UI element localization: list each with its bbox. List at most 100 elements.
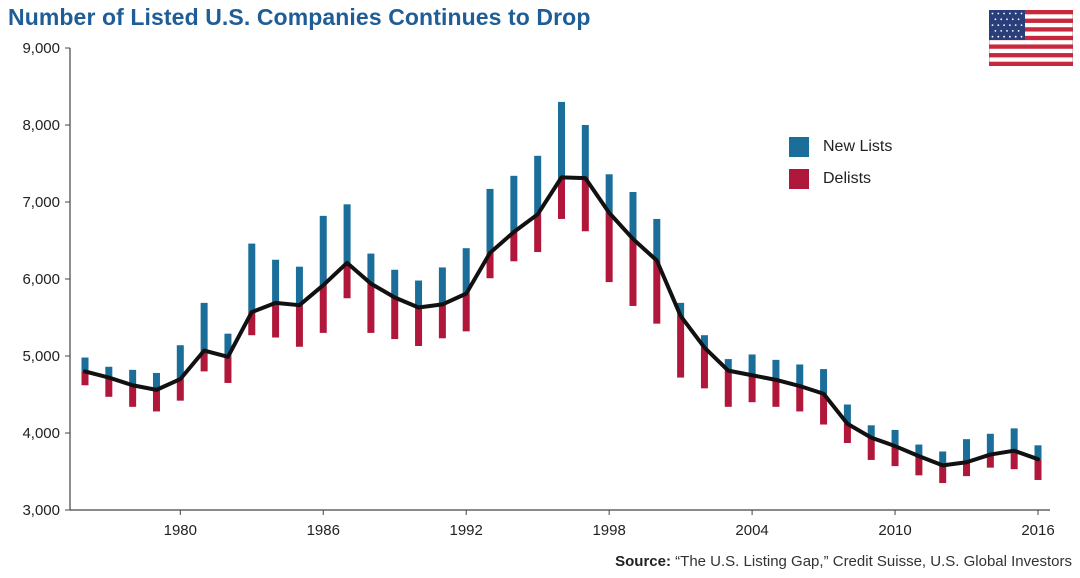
new-lists-bar <box>391 269 399 298</box>
new-lists-bar <box>176 345 184 380</box>
new-lists-bar <box>939 451 947 466</box>
delists-bar <box>629 238 637 306</box>
delists-bar <box>105 377 113 397</box>
new-lists-bar <box>343 204 351 263</box>
legend-item-delists: Delists <box>789 163 892 195</box>
new-lists-bar <box>915 444 923 457</box>
delists-bar <box>176 379 184 401</box>
source-label: Source: <box>615 553 671 570</box>
delists-bar <box>152 389 160 412</box>
delists-bar <box>748 375 756 403</box>
new-lists-bar <box>438 267 446 305</box>
delists-bar <box>462 293 470 332</box>
delists-bar <box>700 347 708 389</box>
new-lists-bar <box>867 425 875 438</box>
new-lists-bar <box>200 302 208 351</box>
new-lists-bar <box>486 188 494 253</box>
delists-bar <box>1010 450 1018 470</box>
new-lists-bar <box>534 155 542 215</box>
delists-bar <box>605 212 613 283</box>
new-lists-bar <box>319 215 327 286</box>
x-tick-label: 1986 <box>307 522 340 539</box>
y-tick-label: 4,000 <box>22 425 60 442</box>
delists-bar <box>963 462 971 477</box>
listed-companies-line <box>83 175 1040 468</box>
delists-bar <box>986 454 994 468</box>
delists-bar <box>295 305 303 347</box>
delists-bar <box>843 423 851 444</box>
new-lists-bar <box>629 191 637 239</box>
delists-bar <box>724 370 732 407</box>
y-tick-label: 5,000 <box>22 348 60 365</box>
delists-bar <box>415 307 423 346</box>
delists-bar <box>891 446 899 467</box>
delists-swatch <box>789 169 809 189</box>
listed-companies-polyline <box>83 175 1040 468</box>
new-lists-bar <box>272 259 280 303</box>
new-lists-bar <box>462 248 470 294</box>
new-lists-bar <box>295 266 303 306</box>
new-lists-bar <box>677 302 685 316</box>
legend-item-new-lists: New Lists <box>789 131 892 163</box>
new-lists-bar <box>700 335 708 348</box>
legend-label-new-lists: New Lists <box>823 138 893 155</box>
delists-bar <box>272 302 280 338</box>
us-flag-icon <box>989 10 1073 66</box>
delists-bar <box>796 386 804 412</box>
x-tick-label: 2004 <box>735 522 768 539</box>
new-lists-bar <box>820 369 828 394</box>
delists-bar <box>367 283 375 333</box>
delists-bar <box>867 437 875 460</box>
new-lists-bar <box>367 253 375 284</box>
delists-bar <box>81 371 89 386</box>
y-axis-ticks: 3,000 4,000 5,000 6,000 7,000 8,000 9,000 <box>22 40 70 519</box>
delists-bar <box>534 214 542 253</box>
delists-bar <box>677 315 685 378</box>
new-lists-bar <box>963 439 971 463</box>
new-lists-bar <box>796 364 804 387</box>
source-text: “The U.S. Listing Gap,” Credit Suisse, U… <box>675 553 1072 570</box>
new-lists-swatch <box>789 137 809 157</box>
delists-bar <box>558 177 565 219</box>
delists-bar <box>438 304 446 339</box>
delists-bar <box>510 232 518 262</box>
delists-bar <box>915 456 923 476</box>
new-lists-bar <box>224 333 232 357</box>
x-tick-label: 1992 <box>450 522 483 539</box>
new-lists-bar <box>1034 445 1042 460</box>
new-lists-bar <box>558 101 565 178</box>
delists-bar <box>820 393 828 425</box>
y-tick-label: 6,000 <box>22 271 60 288</box>
delists-bar <box>486 252 494 279</box>
new-lists-bar <box>891 429 899 447</box>
delists-bar <box>343 262 351 299</box>
delists-bar <box>200 350 208 372</box>
new-lists-bar <box>724 359 732 371</box>
y-tick-label: 9,000 <box>22 40 60 57</box>
y-tick-label: 8,000 <box>22 117 60 134</box>
new-lists-bar <box>772 359 780 380</box>
new-lists-bar <box>129 369 137 386</box>
legend-label-delists: Delists <box>823 170 872 187</box>
x-tick-label: 2016 <box>1021 522 1054 539</box>
x-axis-ticks: 1980 1986 1992 1998 2004 2010 2016 <box>164 510 1055 539</box>
new-lists-bars <box>81 101 1042 466</box>
new-lists-bar <box>81 357 89 372</box>
delists-bar <box>772 379 780 407</box>
delists-bar <box>129 385 137 407</box>
new-lists-bar <box>653 218 661 261</box>
new-lists-bar <box>105 366 113 378</box>
x-tick-label: 1998 <box>592 522 625 539</box>
new-lists-bar <box>843 404 851 424</box>
y-tick-label: 7,000 <box>22 194 60 211</box>
x-tick-label: 2010 <box>878 522 911 539</box>
delists-bar <box>581 178 589 232</box>
new-lists-bar <box>152 372 160 390</box>
delists-bar <box>319 285 327 333</box>
new-lists-bar <box>510 175 518 233</box>
chart-title: Number of Listed U.S. Companies Continue… <box>8 4 591 30</box>
delists-bar <box>1034 459 1042 480</box>
new-lists-bar <box>415 280 423 308</box>
new-lists-bar <box>1010 428 1018 451</box>
